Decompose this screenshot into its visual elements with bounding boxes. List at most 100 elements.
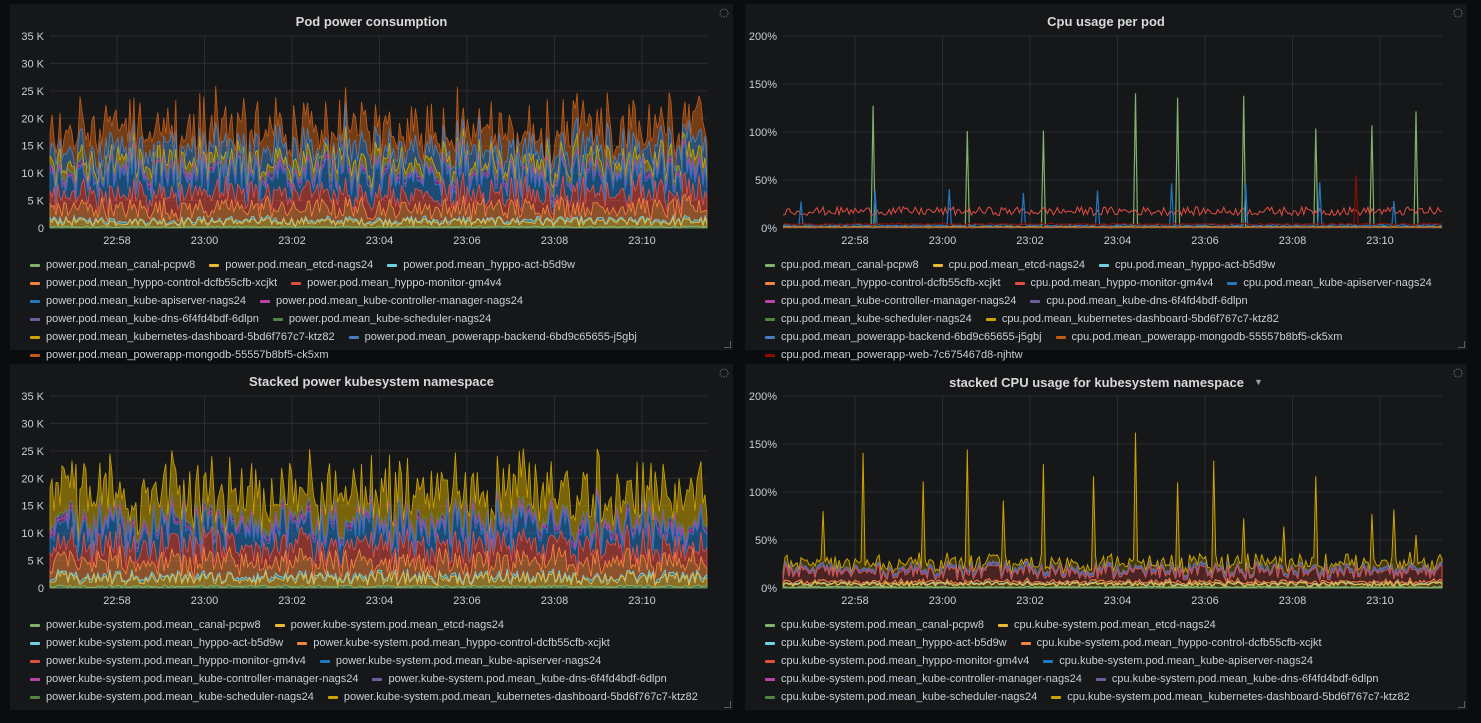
x-tick-label: 23:06 (453, 235, 481, 247)
legend-item[interactable]: power.pod.mean_hyppo-act-b5d9w (387, 256, 575, 274)
legend-item[interactable]: cpu.kube-system.pod.mean_kubernetes-dash… (1051, 688, 1410, 706)
resize-handle-icon[interactable] (724, 341, 731, 348)
legend-label: power.kube-system.pod.mean_canal-pcpw8 (46, 619, 261, 631)
legend-label: power.kube-system.pod.mean_hyppo-act-b5d… (46, 637, 284, 649)
legend-item[interactable]: power.pod.mean_etcd-nags24 (209, 256, 373, 274)
x-tick-label: 22:58 (841, 235, 869, 247)
x-tick-label: 23:00 (929, 235, 957, 247)
legend-swatch (297, 641, 308, 645)
legend-label: cpu.pod.mean_kubernetes-dashboard-5bd6f7… (1001, 313, 1279, 325)
y-tick-label: 10 K (21, 168, 44, 180)
legend-label: power.kube-system.pod.mean_kube-schedule… (46, 691, 314, 703)
legend-item[interactable]: cpu.pod.mean_hyppo-act-b5d9w (1098, 256, 1275, 274)
chart-stacked-power[interactable]: 0 5 K 10 K 15 K 20 K 25 K 30 K 35 K 22:58 23:00 23… (10, 364, 733, 614)
legend-item[interactable]: cpu.pod.mean_canal-pcpw8 (765, 256, 919, 274)
legend-label: cpu.pod.mean_etcd-nags24 (948, 259, 1085, 271)
y-tick-label: 25 K (21, 86, 44, 98)
legend-swatch (30, 623, 40, 627)
legend-item[interactable]: cpu.kube-system.pod.mean_hyppo-act-b5d9w (765, 634, 1007, 652)
legend-swatch (291, 281, 302, 285)
y-tick-label: 50% (755, 175, 777, 187)
legend-item[interactable]: cpu.pod.mean_kubernetes-dashboard-5bd6f7… (985, 310, 1279, 328)
legend-item[interactable]: power.kube-system.pod.mean_etcd-nags24 (274, 616, 504, 634)
legend-item[interactable]: power.kube-system.pod.mean_canal-pcpw8 (30, 616, 261, 634)
legend-label: power.pod.mean_etcd-nags24 (225, 259, 374, 271)
legend-item[interactable]: power.kube-system.pod.mean_kube-controll… (30, 670, 358, 688)
chart-stacked-cpu[interactable]: 0% 50% 100% 150% 200% 22:58 23:00 23:02 23:04 23:… (745, 364, 1467, 614)
legend-item[interactable]: cpu.kube-system.pod.mean_kube-controller… (765, 670, 1082, 688)
panel-title[interactable]: Cpu usage per pod (1047, 14, 1165, 29)
legend-item[interactable]: power.pod.mean_hyppo-monitor-gm4v4 (291, 274, 502, 292)
legend-swatch (327, 695, 338, 699)
legend-item[interactable]: power.pod.mean_powerapp-mongodb-55557b8b… (30, 346, 329, 364)
panel-title[interactable]: Stacked power kubesystem namespace (249, 374, 494, 389)
legend-item[interactable]: power.pod.mean_kube-controller-manager-n… (259, 292, 523, 310)
legend-item[interactable]: power.kube-system.pod.mean_kube-dns-6f4f… (372, 670, 667, 688)
legend-swatch (998, 623, 1009, 627)
legend-item[interactable]: cpu.pod.mean_powerapp-mongodb-55557b8bf5… (1055, 328, 1342, 346)
legend-swatch (30, 641, 40, 645)
panel-pod-power-consumption: Pod power consumption 0 5 K 10 K 15 K 20 K 25… (10, 4, 733, 361)
legend-label: power.pod.mean_canal-pcpw8 (46, 259, 196, 271)
panel-cpu-usage-per-pod: Cpu usage per pod 0% 50% 100% 150% 200% 22:58… (745, 4, 1467, 361)
legend-label: power.kube-system.pod.mean_kubernetes-da… (343, 691, 698, 703)
legend-label: cpu.pod.mean_powerapp-backend-6bd9c65655… (781, 331, 1042, 343)
panel-title[interactable]: stacked CPU usage for kubesystem namespa… (745, 374, 1467, 390)
resize-handle-icon[interactable] (1458, 341, 1465, 348)
legend-item[interactable]: power.kube-system.pod.mean_kube-apiserve… (319, 652, 601, 670)
legend-label: cpu.pod.mean_hyppo-monitor-gm4v4 (1030, 277, 1214, 289)
legend-item[interactable]: cpu.kube-system.pod.mean_kube-apiserver-… (1043, 652, 1313, 670)
legend-item[interactable]: cpu.pod.mean_kube-dns-6f4fd4bdf-6dlpn (1030, 292, 1248, 310)
legend-swatch (765, 299, 775, 303)
legend-swatch (30, 281, 40, 285)
legend-item[interactable]: cpu.kube-system.pod.mean_etcd-nags24 (998, 616, 1216, 634)
legend-item[interactable]: cpu.pod.mean_kube-controller-manager-nag… (765, 292, 1016, 310)
legend-item[interactable]: cpu.pod.mean_powerapp-web-7c675467d8-njh… (765, 346, 1023, 364)
legend-item[interactable]: power.kube-system.pod.mean_hyppo-monitor… (30, 652, 306, 670)
legend-item[interactable]: cpu.pod.mean_powerapp-backend-6bd9c65655… (765, 328, 1042, 346)
series-group (782, 432, 1443, 589)
legend-item[interactable]: cpu.pod.mean_hyppo-control-dcfb55cfb-xcj… (765, 274, 1001, 292)
legend-item[interactable]: cpu.pod.mean_etcd-nags24 (932, 256, 1085, 274)
legend-swatch (259, 299, 270, 303)
legend-label: cpu.pod.mean_kube-scheduler-nags24 (781, 313, 972, 325)
legend-item[interactable]: cpu.pod.mean_kube-scheduler-nags24 (765, 310, 972, 328)
legend-label: power.pod.mean_hyppo-control-dcfb55cfb-x… (46, 277, 278, 289)
legend-item[interactable]: cpu.kube-system.pod.mean_kube-dns-6f4fd4… (1095, 670, 1378, 688)
legend-label: cpu.kube-system.pod.mean_kube-apiserver-… (1059, 655, 1314, 667)
legend-item[interactable]: cpu.kube-system.pod.mean_canal-pcpw8 (765, 616, 984, 634)
chart-cpu-per-pod[interactable]: 0% 50% 100% 150% 200% 22:58 23:00 23:02 23:04 23:… (745, 4, 1467, 254)
legend-item[interactable]: power.pod.mean_hyppo-control-dcfb55cfb-x… (30, 274, 277, 292)
x-tick-label: 23:04 (366, 235, 394, 247)
legend-item[interactable]: cpu.kube-system.pod.mean_kube-scheduler-… (765, 688, 1037, 706)
legend-item[interactable]: cpu.kube-system.pod.mean_hyppo-monitor-g… (765, 652, 1029, 670)
legend-swatch (30, 263, 40, 267)
legend-item[interactable]: power.pod.mean_powerapp-backend-6bd9c656… (348, 328, 637, 346)
legend-item[interactable]: power.pod.mean_kube-scheduler-nags24 (272, 310, 491, 328)
legend-swatch (765, 281, 775, 285)
legend-item[interactable]: cpu.kube-system.pod.mean_hyppo-control-d… (1020, 634, 1322, 652)
x-tick-label: 23:10 (628, 595, 656, 607)
legend-item[interactable]: power.kube-system.pod.mean_hyppo-act-b5d… (30, 634, 283, 652)
legend-label: cpu.kube-system.pod.mean_hyppo-act-b5d9w (781, 637, 1007, 649)
legend-item[interactable]: power.pod.mean_canal-pcpw8 (30, 256, 195, 274)
loading-spinner-icon (719, 368, 729, 378)
legend-swatch (985, 317, 996, 321)
legend-item[interactable]: cpu.pod.mean_kube-apiserver-nags24 (1227, 274, 1432, 292)
legend-item[interactable]: power.kube-system.pod.mean_hyppo-control… (297, 634, 610, 652)
legend-item[interactable]: power.pod.mean_kubernetes-dashboard-5bd6… (30, 328, 335, 346)
legend-item[interactable]: power.kube-system.pod.mean_kube-schedule… (30, 688, 314, 706)
legend-label: cpu.kube-system.pod.mean_kube-controller… (781, 673, 1082, 685)
series-group (49, 85, 708, 229)
legend-swatch (1051, 695, 1062, 699)
legend-item[interactable]: power.pod.mean_kube-apiserver-nags24 (30, 292, 246, 310)
chevron-down-icon[interactable]: ▼ (1253, 377, 1263, 387)
panel-title[interactable]: Pod power consumption (295, 14, 448, 29)
legend-swatch (30, 677, 40, 681)
legend-item[interactable]: power.pod.mean_kube-dns-6f4fd4bdf-6dlpn (30, 310, 259, 328)
legend-item[interactable]: power.kube-system.pod.mean_kubernetes-da… (327, 688, 698, 706)
resize-handle-icon[interactable] (1458, 701, 1465, 708)
resize-handle-icon[interactable] (724, 701, 731, 708)
legend-item[interactable]: cpu.pod.mean_hyppo-monitor-gm4v4 (1014, 274, 1214, 292)
chart-pod-power[interactable]: 0 5 K 10 K 15 K 20 K 25 K 30 K 35 K 22:58 23:00 23… (10, 4, 733, 254)
